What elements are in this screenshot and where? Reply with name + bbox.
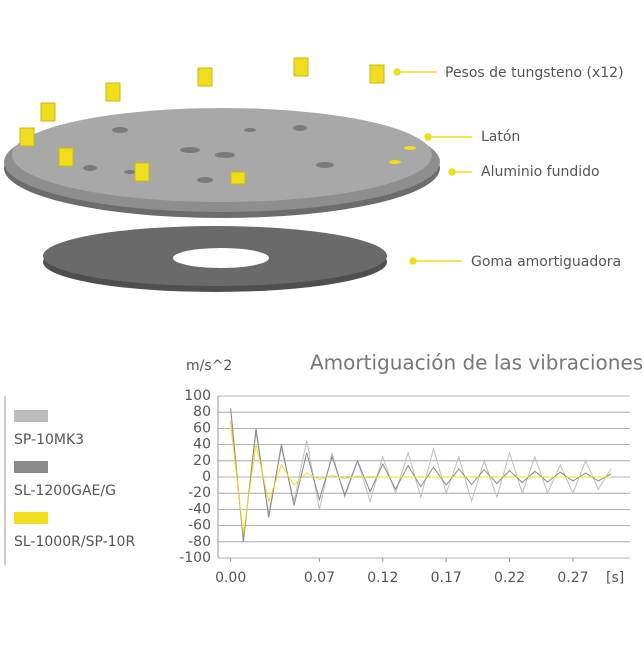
- legend-swatch: [14, 461, 48, 473]
- legend-label: SL-1200GAE/G: [14, 483, 116, 499]
- label: Latón: [481, 129, 520, 145]
- y-tick-label: -100: [179, 550, 211, 566]
- x-axis-label: [s]: [606, 570, 624, 586]
- x-tick-label: 0.12: [367, 570, 398, 586]
- chart-title: Amortiguación de las vibraciones: [310, 351, 643, 375]
- tungsten-weights: [19, 57, 385, 185]
- series-line: [230, 424, 611, 534]
- y-tick-label: 0: [202, 469, 211, 485]
- y-tick-label: 80: [193, 404, 211, 420]
- x-tick-label: 0.27: [557, 570, 588, 586]
- label: Pesos de tungsteno (x12): [445, 65, 624, 81]
- y-tick-label: -80: [188, 534, 211, 550]
- legend-swatch: [14, 512, 48, 524]
- y-tick-label: 100: [184, 388, 211, 404]
- y-tick-label: 20: [193, 453, 211, 469]
- label: Aluminio fundido: [481, 164, 600, 180]
- y-axis-label: m/s^2: [186, 358, 232, 374]
- holes: [83, 125, 334, 183]
- y-tick-label: -60: [188, 518, 211, 534]
- exploded-diagram: Pesos de tungsteno (x12) Latón Aluminio …: [4, 57, 624, 292]
- x-tick-label: 0.07: [304, 570, 335, 586]
- y-tick-label: -20: [188, 485, 211, 501]
- series-line: [230, 420, 612, 538]
- x-tick-label: 0.22: [494, 570, 525, 586]
- legend-label: SL-1000R/SP-10R: [14, 534, 135, 550]
- label: Goma amortiguadora: [471, 254, 621, 270]
- rubber-hole: [173, 248, 269, 268]
- y-tick-label: -40: [188, 501, 211, 517]
- legend-swatch: [14, 410, 48, 422]
- insert: [389, 160, 401, 164]
- x-tick-label: 0.17: [431, 570, 462, 586]
- y-tick-label: 40: [193, 437, 211, 453]
- y-tick-label: 60: [193, 420, 211, 436]
- x-tick-label: 0.00: [215, 570, 246, 586]
- insert: [404, 146, 416, 150]
- callouts: [393, 68, 472, 265]
- legend-label: SP-10MK3: [14, 432, 84, 448]
- series-line: [230, 408, 612, 542]
